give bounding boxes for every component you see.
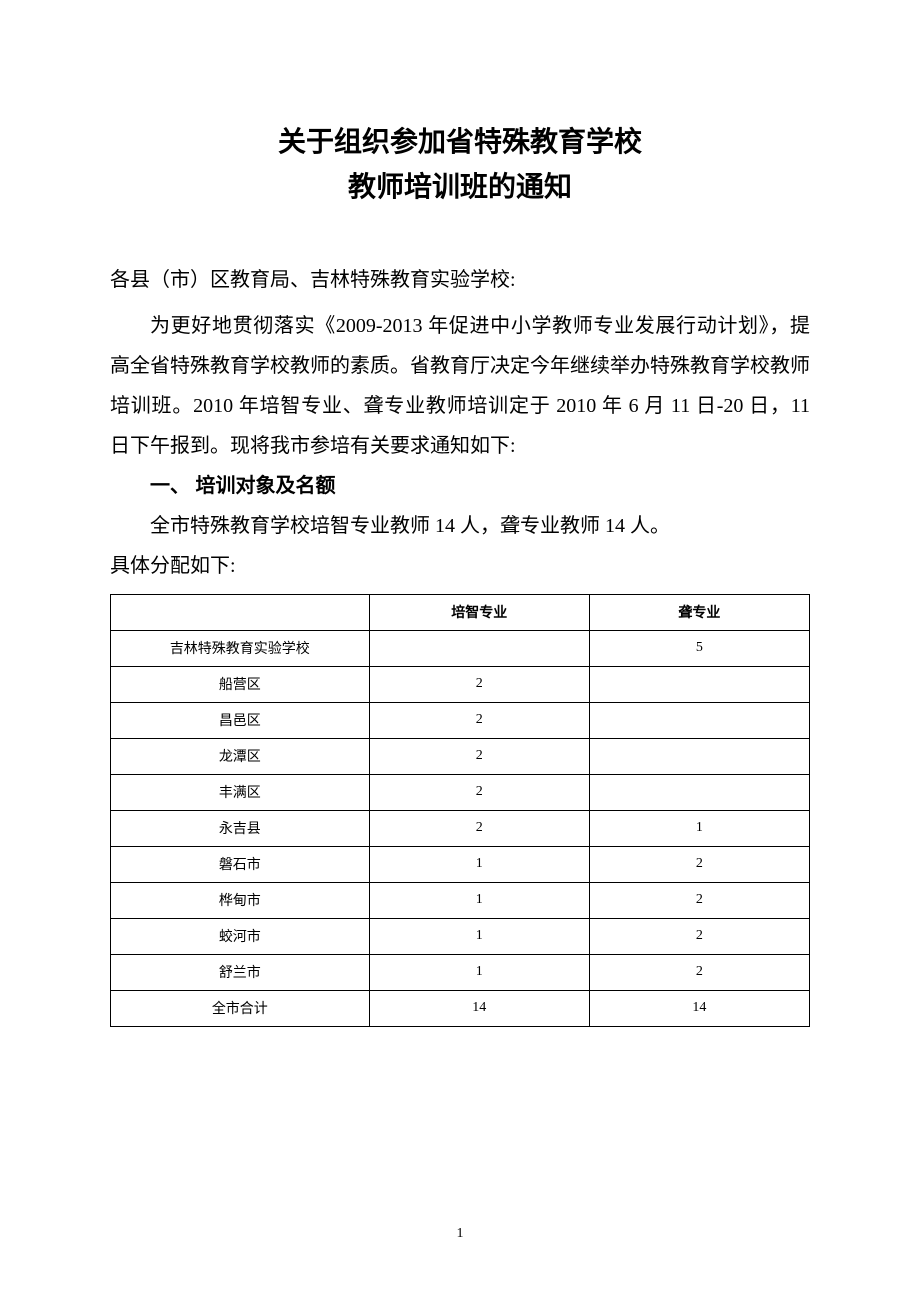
section-1-paragraph-1: 全市特殊教育学校培智专业教师 14 人，聋专业教师 14 人。 — [110, 506, 810, 546]
table-body: 吉林特殊教育实验学校 5 船营区 2 昌邑区 2 龙潭区 2 丰满区 2 — [111, 630, 810, 1026]
table-cell: 1 — [369, 846, 589, 882]
table-header-cell: 聋专业 — [589, 594, 809, 630]
table-cell: 14 — [589, 990, 809, 1026]
table-cell: 船营区 — [111, 666, 370, 702]
body-paragraph-1: 为更好地贯彻落实《2009-2013 年促进中小学教师专业发展行动计划》，提高全… — [110, 306, 810, 466]
table-cell: 1 — [369, 954, 589, 990]
table-row: 磐石市 1 2 — [111, 846, 810, 882]
table-cell: 2 — [589, 954, 809, 990]
title-line-2: 教师培训班的通知 — [348, 171, 572, 202]
table-row: 龙潭区 2 — [111, 738, 810, 774]
section-1-heading: 一、 培训对象及名额 — [110, 466, 810, 506]
table-cell — [589, 738, 809, 774]
table-cell: 全市合计 — [111, 990, 370, 1026]
table-cell: 桦甸市 — [111, 882, 370, 918]
table-cell: 2 — [369, 810, 589, 846]
table-cell: 2 — [369, 738, 589, 774]
table-cell: 14 — [369, 990, 589, 1026]
table-row: 全市合计 14 14 — [111, 990, 810, 1026]
title-line-1: 关于组织参加省特殊教育学校 — [278, 126, 642, 157]
table-cell — [589, 774, 809, 810]
table-row: 桦甸市 1 2 — [111, 882, 810, 918]
table-cell — [589, 702, 809, 738]
table-row: 永吉县 2 1 — [111, 810, 810, 846]
table-cell — [369, 630, 589, 666]
allocation-table: 培智专业 聋专业 吉林特殊教育实验学校 5 船营区 2 昌邑区 2 龙潭区 — [110, 594, 810, 1027]
table-cell: 1 — [369, 918, 589, 954]
table-cell — [589, 666, 809, 702]
table-cell: 2 — [589, 882, 809, 918]
table-row: 丰满区 2 — [111, 774, 810, 810]
table-cell: 磐石市 — [111, 846, 370, 882]
table-row: 蛟河市 1 2 — [111, 918, 810, 954]
table-row: 吉林特殊教育实验学校 5 — [111, 630, 810, 666]
table-cell: 2 — [369, 702, 589, 738]
document-title: 关于组织参加省特殊教育学校 教师培训班的通知 — [110, 120, 810, 210]
table-header-cell: 培智专业 — [369, 594, 589, 630]
table-cell: 丰满区 — [111, 774, 370, 810]
addressee-line: 各县（市）区教育局、吉林特殊教育实验学校: — [110, 260, 810, 300]
table-cell: 龙潭区 — [111, 738, 370, 774]
table-cell: 2 — [369, 774, 589, 810]
table-cell: 2 — [369, 666, 589, 702]
table-header-row: 培智专业 聋专业 — [111, 594, 810, 630]
table-row: 舒兰市 1 2 — [111, 954, 810, 990]
table-cell: 舒兰市 — [111, 954, 370, 990]
table-header-cell — [111, 594, 370, 630]
table-cell: 1 — [589, 810, 809, 846]
allocation-table-wrapper: 培智专业 聋专业 吉林特殊教育实验学校 5 船营区 2 昌邑区 2 龙潭区 — [110, 594, 810, 1027]
table-cell: 永吉县 — [111, 810, 370, 846]
table-cell: 吉林特殊教育实验学校 — [111, 630, 370, 666]
page-number: 1 — [0, 1226, 920, 1242]
table-cell: 昌邑区 — [111, 702, 370, 738]
table-cell: 5 — [589, 630, 809, 666]
table-cell: 蛟河市 — [111, 918, 370, 954]
table-cell: 2 — [589, 846, 809, 882]
table-row: 船营区 2 — [111, 666, 810, 702]
table-cell: 1 — [369, 882, 589, 918]
table-row: 昌邑区 2 — [111, 702, 810, 738]
table-cell: 2 — [589, 918, 809, 954]
section-1-paragraph-2: 具体分配如下: — [110, 546, 810, 586]
